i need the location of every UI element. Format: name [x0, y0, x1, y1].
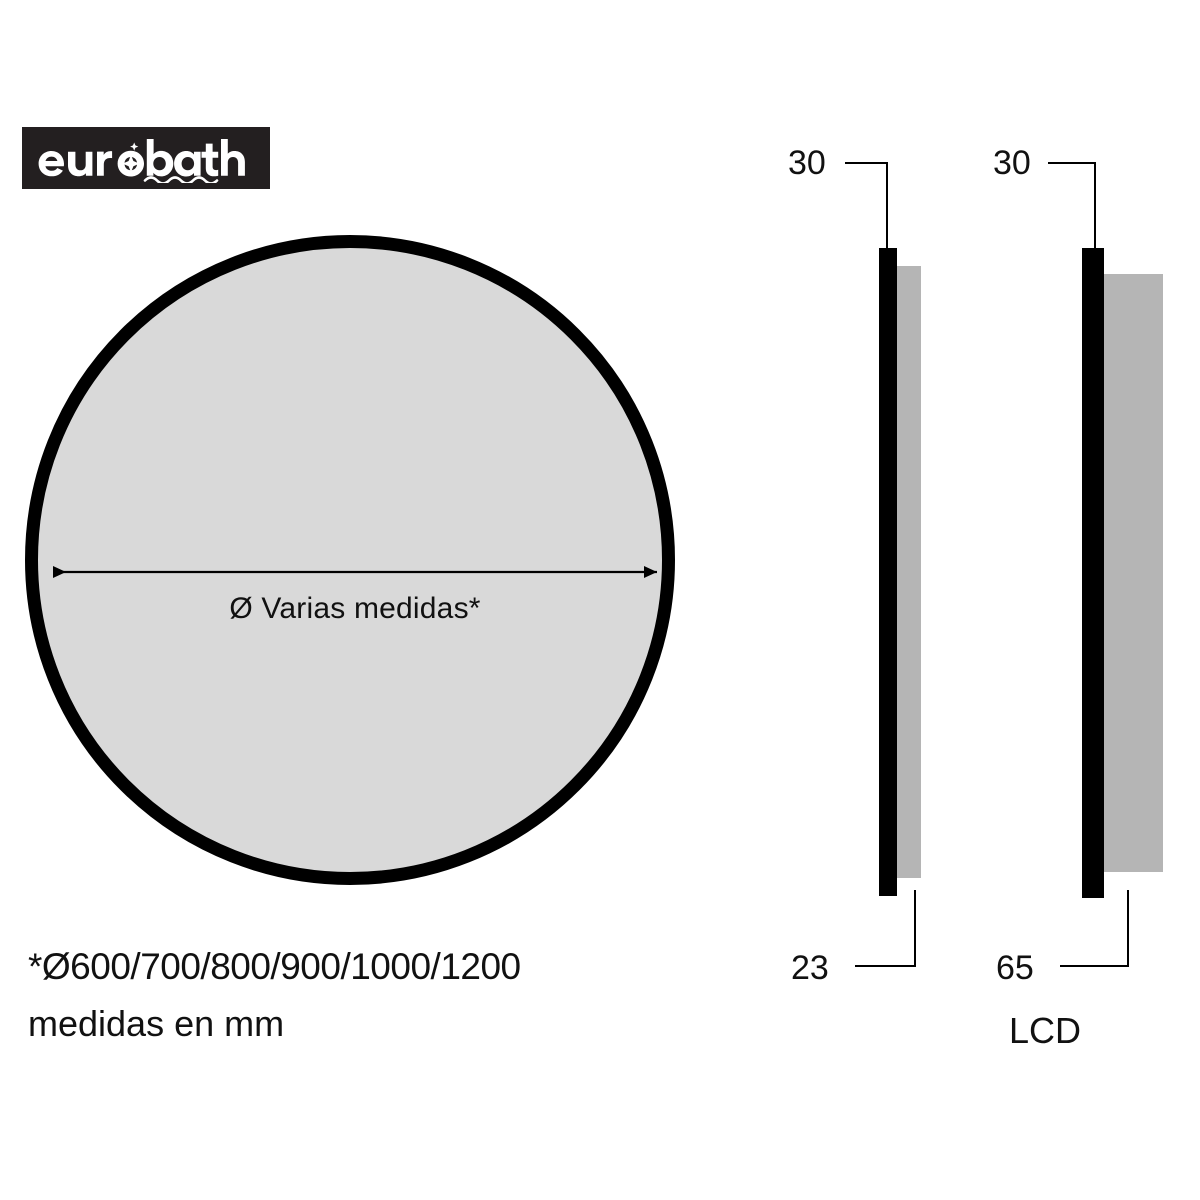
dimension-label-lcd-bottom: 65 [996, 949, 1034, 987]
diameter-caption: Ø Varias medidas* [229, 592, 481, 625]
leader-line-standard-bottom [855, 890, 916, 967]
frame-bar-standard [879, 248, 897, 896]
dimension-label-standard-top: 30 [788, 144, 826, 182]
footnote-sizes: *Ø600/700/800/900/1000/1200 [28, 946, 521, 987]
eurobath-logo-wordmark [38, 139, 245, 183]
frame-bar-lcd [1082, 248, 1104, 898]
leader-line-lcd-bottom [1060, 890, 1129, 967]
dimension-label-standard-bottom: 23 [791, 949, 829, 987]
mirror-panel-standard [897, 266, 921, 878]
eurobath-logo [22, 127, 270, 189]
dimension-label-lcd-top: 30 [993, 144, 1031, 182]
footnote-block: *Ø600/700/800/900/1000/1200 medidas en m… [28, 946, 521, 1044]
side-view-lcd-caption: LCD [1008, 1010, 1082, 1051]
footnote-units: medidas en mm [28, 1002, 285, 1044]
mirror-panel-lcd [1104, 274, 1163, 872]
diameter-dimension-arrow [53, 566, 657, 578]
leader-line-standard-top [845, 162, 888, 250]
leader-line-lcd-top [1048, 162, 1096, 250]
